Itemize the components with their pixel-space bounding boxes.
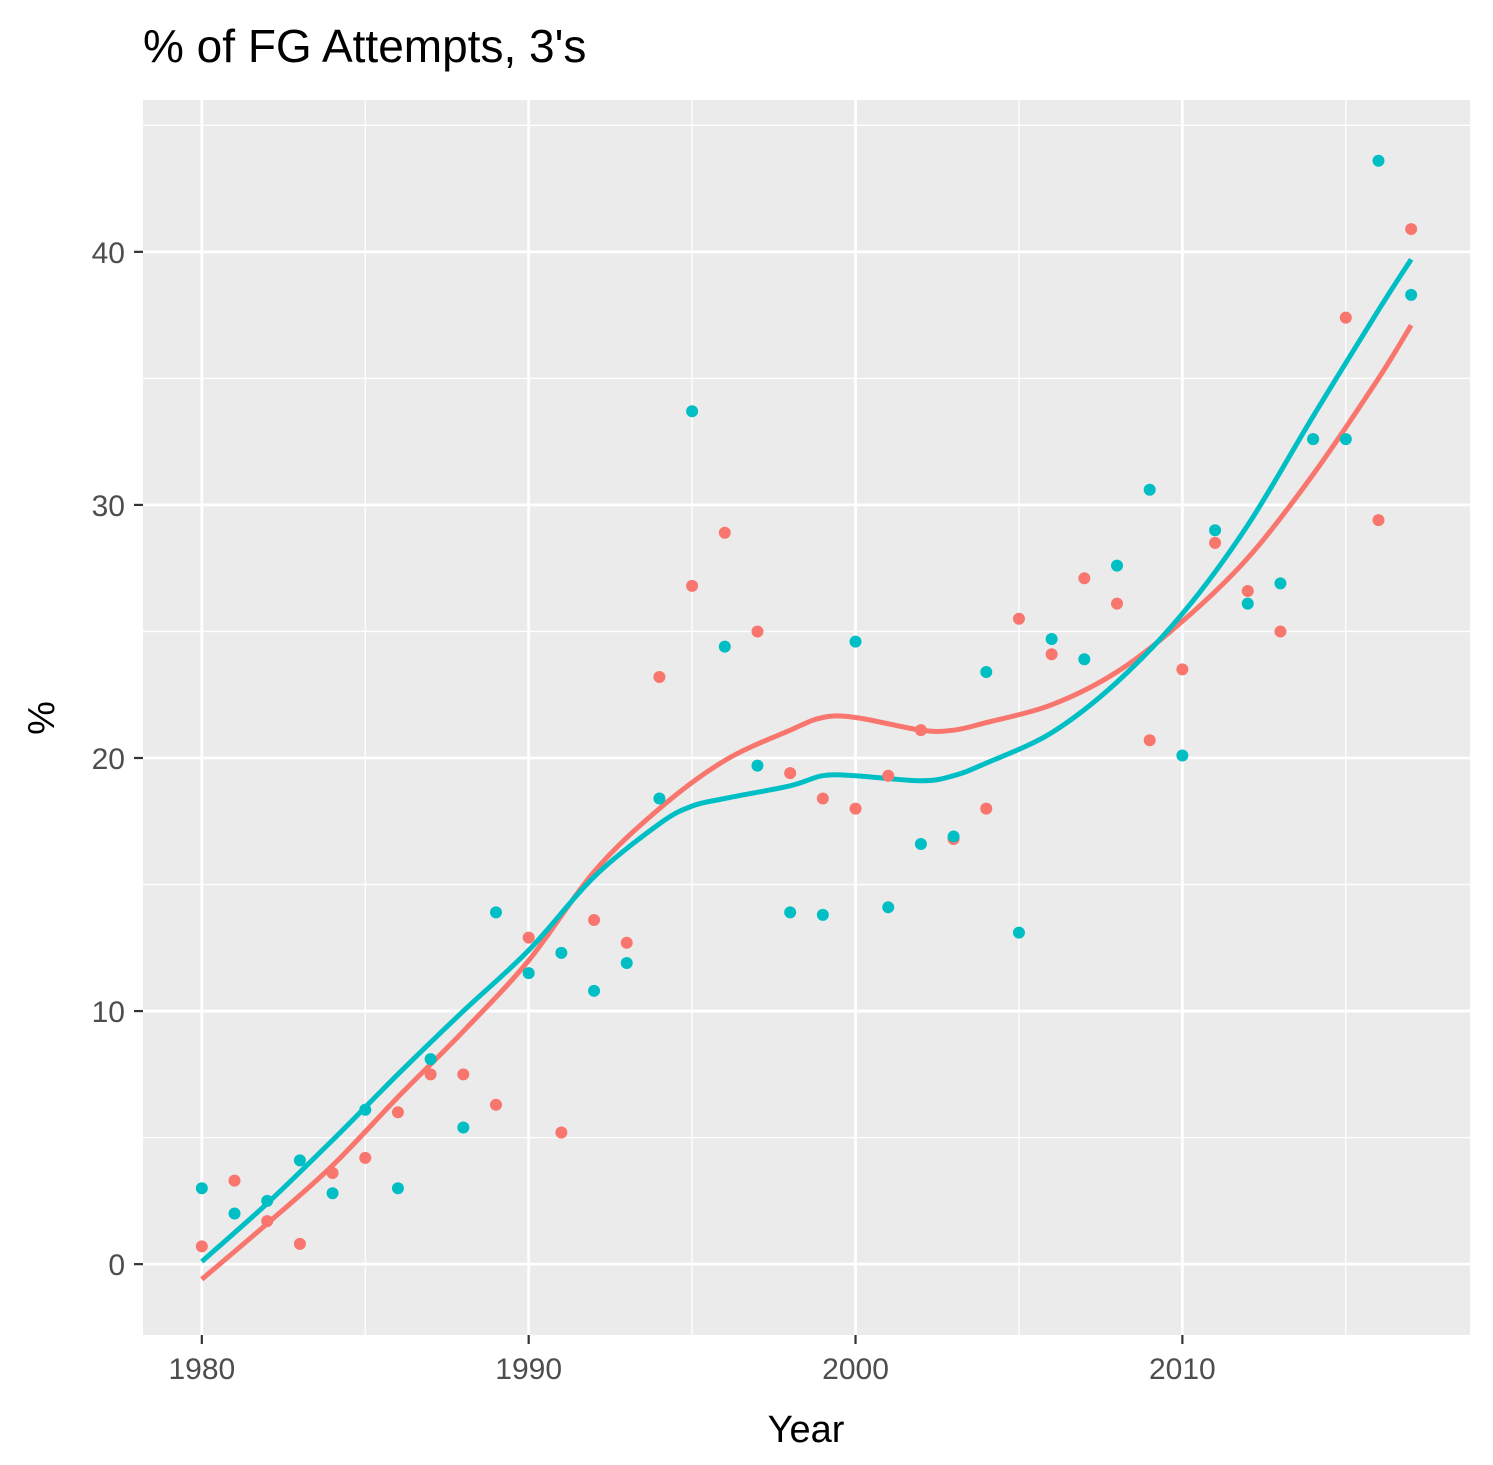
data-point-series-2 [816, 908, 829, 921]
y-tick-label: 30 [92, 490, 125, 523]
data-point-series-1 [1339, 311, 1352, 324]
data-point-series-1 [555, 1126, 568, 1139]
data-point-series-1 [784, 767, 797, 780]
data-point-series-1 [686, 579, 699, 592]
data-point-series-1 [359, 1151, 372, 1164]
data-point-series-1 [1078, 572, 1091, 585]
data-point-series-2 [326, 1187, 339, 1200]
data-point-series-1 [718, 526, 731, 539]
x-tick-label: 1990 [495, 1353, 562, 1386]
data-point-series-2 [195, 1182, 208, 1195]
data-point-series-2 [424, 1053, 437, 1066]
y-axis-title: % [21, 701, 63, 735]
data-point-series-2 [1405, 288, 1418, 301]
data-point-series-1 [195, 1240, 208, 1253]
data-point-series-1 [751, 625, 764, 638]
data-point-series-1 [1045, 648, 1058, 661]
data-point-series-2 [457, 1121, 470, 1134]
y-tick-label: 40 [92, 237, 125, 270]
data-point-series-2 [293, 1154, 306, 1167]
data-point-series-2 [1274, 577, 1287, 590]
data-point-series-2 [882, 901, 895, 914]
y-tick-label: 10 [92, 996, 125, 1029]
data-point-series-2 [1078, 653, 1091, 666]
y-tick-label: 20 [92, 743, 125, 776]
data-point-series-1 [522, 931, 535, 944]
x-tick-label: 2000 [822, 1353, 889, 1386]
tick-labels: 1980 1990 2000 2010 0 10 20 30 40 [92, 237, 1216, 1386]
data-point-series-2 [980, 665, 993, 678]
trend-line-2 [200, 258, 1414, 1264]
data-point-series-1 [1274, 625, 1287, 638]
data-point-series-2 [489, 906, 502, 919]
data-point-series-2 [391, 1182, 404, 1195]
data-point-series-2 [1111, 559, 1124, 572]
axis-ticks [134, 250, 1184, 1344]
data-point-series-2 [359, 1103, 372, 1116]
data-point-series-2 [522, 967, 535, 980]
y-tick-label: 0 [108, 1249, 125, 1282]
data-point-series-2 [751, 759, 764, 772]
data-point-series-2 [914, 838, 927, 851]
data-point-series-1 [1209, 536, 1222, 549]
data-point-series-2 [1241, 597, 1254, 610]
data-point-series-1 [882, 769, 895, 782]
data-point-series-2 [588, 984, 601, 997]
data-point-series-1 [620, 936, 633, 949]
trend-lines [200, 258, 1414, 1282]
x-tick-label: 1980 [168, 1353, 235, 1386]
data-point-series-2 [228, 1207, 241, 1220]
data-point-series-2 [1372, 154, 1385, 167]
data-point-series-1 [1241, 584, 1254, 597]
data-point-series-1 [1405, 223, 1418, 236]
grid-minor [143, 100, 1470, 1335]
data-point-series-2 [947, 830, 960, 843]
x-axis-title: Year [768, 1409, 845, 1451]
data-point-series-1 [228, 1174, 241, 1187]
data-point-series-2 [1209, 524, 1222, 537]
data-point-series-1 [1111, 597, 1124, 610]
data-point-series-1 [457, 1068, 470, 1081]
data-point-series-1 [653, 671, 666, 684]
data-point-series-1 [391, 1106, 404, 1119]
data-point-series-1 [1012, 612, 1025, 625]
data-point-series-2 [555, 946, 568, 959]
data-point-series-2 [620, 956, 633, 969]
x-tick-label: 2010 [1149, 1353, 1216, 1386]
data-point-series-2 [849, 635, 862, 648]
data-point-series-2 [1045, 633, 1058, 646]
trend-line-1 [200, 323, 1414, 1282]
data-point-series-2 [1307, 433, 1320, 446]
data-point-series-1 [816, 792, 829, 805]
data-point-series-1 [914, 724, 927, 737]
data-point-series-2 [1143, 483, 1156, 496]
data-point-series-1 [1176, 663, 1189, 676]
data-point-series-1 [326, 1167, 339, 1180]
data-point-series-1 [1143, 734, 1156, 747]
data-point-series-2 [686, 405, 699, 418]
grid-major [143, 100, 1470, 1335]
data-point-series-1 [1372, 514, 1385, 527]
data-point-series-2 [784, 906, 797, 919]
data-point-series-1 [588, 913, 601, 926]
plot-panel [143, 100, 1470, 1335]
data-point-series-1 [489, 1098, 502, 1111]
data-point-series-2 [1176, 749, 1189, 762]
chart-title: % of FG Attempts, 3's [143, 20, 586, 72]
data-point-series-1 [980, 802, 993, 815]
data-point-series-1 [261, 1215, 274, 1228]
data-point-series-2 [718, 640, 731, 653]
data-points [195, 154, 1418, 1253]
data-point-series-1 [849, 802, 862, 815]
data-point-series-2 [1012, 926, 1025, 939]
data-point-series-2 [261, 1194, 274, 1207]
data-point-series-1 [293, 1237, 306, 1250]
data-point-series-2 [1339, 433, 1352, 446]
data-point-series-1 [424, 1068, 437, 1081]
data-point-series-2 [653, 792, 666, 805]
